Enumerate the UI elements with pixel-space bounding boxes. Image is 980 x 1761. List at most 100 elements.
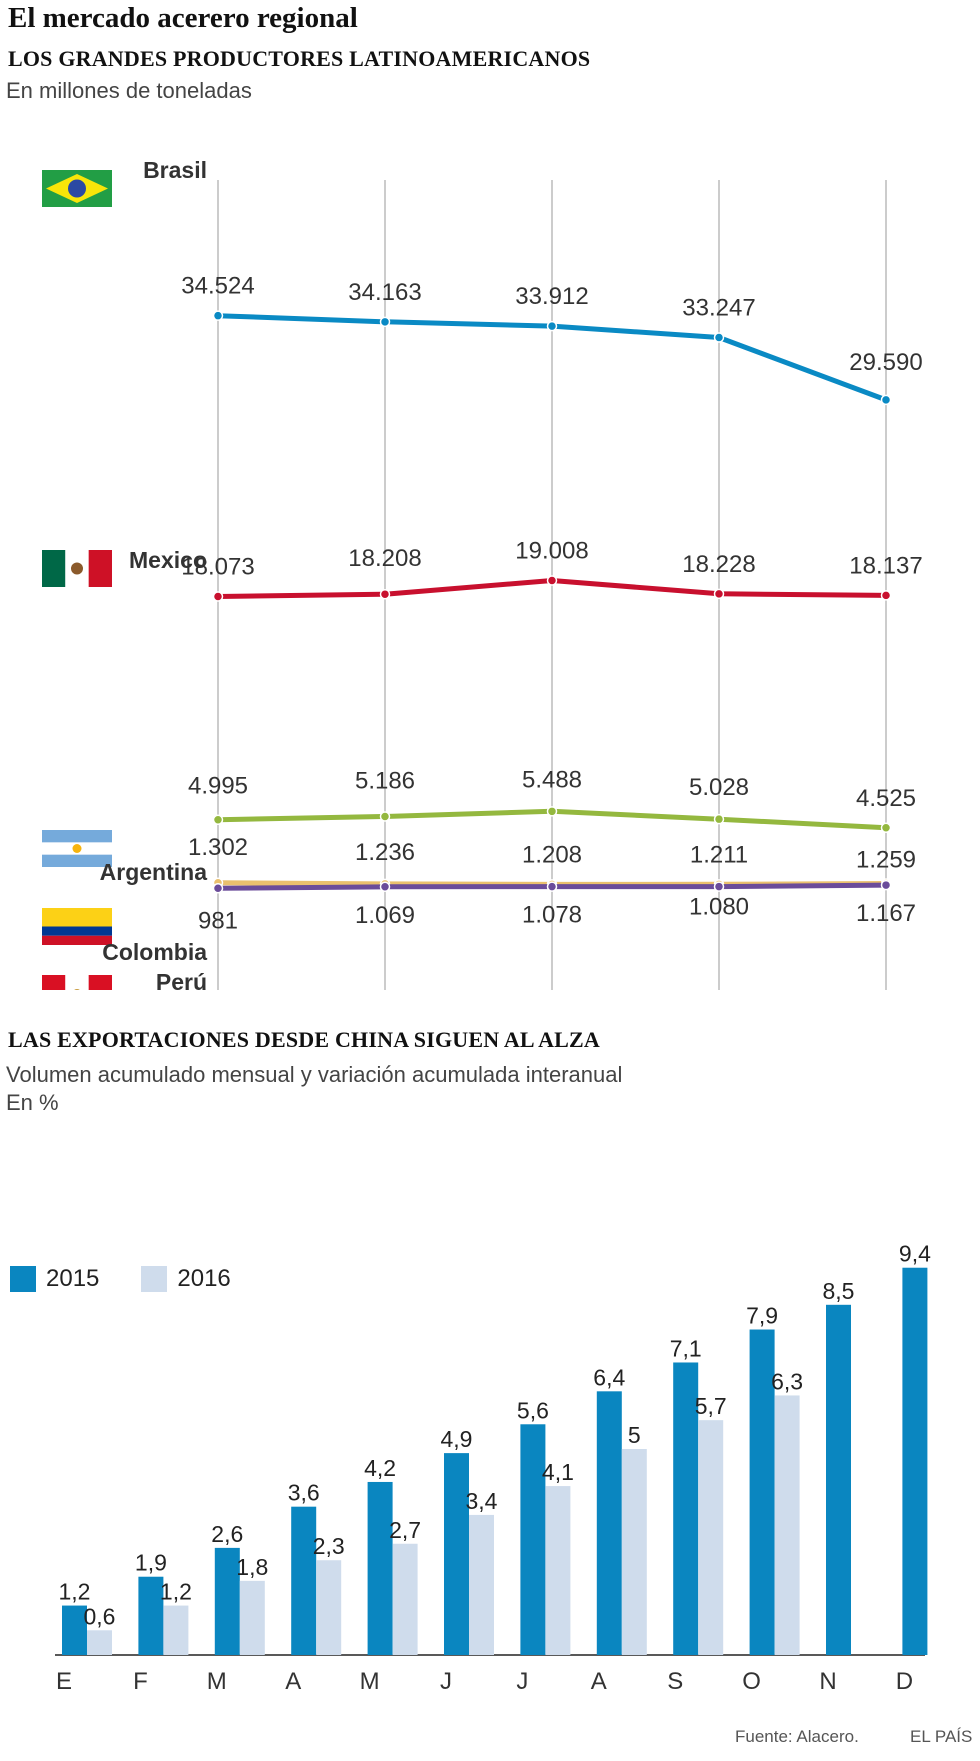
bar-2016 — [621, 1449, 647, 1655]
bar-value-label: 1,2 — [160, 1579, 192, 1605]
x-tick-label: J — [440, 1668, 452, 1695]
data-label: 1.080 — [689, 894, 749, 921]
data-label: 34.524 — [181, 273, 254, 300]
x-tick-label: O — [742, 1668, 761, 1695]
peru-flag — [42, 975, 112, 990]
data-point — [880, 394, 892, 406]
argentina-flag — [42, 830, 112, 867]
data-label: 5.186 — [355, 767, 415, 794]
flag-globe — [68, 179, 86, 198]
data-point — [713, 588, 725, 600]
flag-emblem — [74, 989, 80, 990]
brand-label: EL PAÍS — [910, 1727, 973, 1746]
data-point — [212, 591, 224, 602]
data-label: 33.247 — [682, 294, 755, 321]
bar-value-label: 1,2 — [59, 1579, 91, 1605]
mexico-flag — [42, 550, 112, 587]
legend-swatch-2016 — [141, 1266, 168, 1292]
data-label: 5.028 — [689, 774, 749, 801]
bar-value-label: 2,7 — [389, 1517, 421, 1543]
flag-red-band — [88, 975, 112, 990]
data-point — [546, 881, 558, 892]
bar-2015 — [291, 1506, 317, 1655]
bar-group: 9,4 — [899, 1245, 931, 1655]
bar-2015 — [520, 1424, 546, 1655]
data-label: 18.208 — [348, 545, 421, 572]
bar-2015 — [749, 1329, 775, 1655]
data-point — [880, 590, 892, 601]
x-tick-label: S — [667, 1668, 683, 1695]
data-label: 18.137 — [849, 552, 922, 579]
data-point — [880, 822, 892, 834]
data-label: 1.069 — [355, 902, 415, 929]
flag-red-band — [42, 975, 66, 990]
data-label: 19.008 — [515, 538, 588, 565]
bar-group: 5,6 4,1 — [517, 1397, 574, 1655]
bar-2016 — [163, 1605, 189, 1655]
flag-green-band — [42, 550, 66, 587]
legend-item-2016: 2016 — [141, 1265, 231, 1293]
data-label: 1.208 — [522, 841, 582, 868]
flag-red-band — [42, 935, 112, 945]
data-point — [379, 811, 391, 822]
x-tick-label: D — [896, 1668, 913, 1695]
bar-value-label: 0,6 — [84, 1603, 116, 1629]
bar-value-label: 4,2 — [364, 1455, 396, 1481]
bar-value-label: 7,9 — [746, 1303, 778, 1329]
bar-2016 — [239, 1580, 265, 1655]
x-tick-label: F — [133, 1668, 148, 1695]
series-name-label: Perú — [156, 969, 207, 990]
legend-item-2015: 2015 — [10, 1265, 99, 1293]
bar-2016 — [774, 1395, 800, 1655]
legend-label-2016: 2016 — [177, 1265, 231, 1292]
bar-value-label: 6,3 — [771, 1368, 803, 1394]
x-tick-label: A — [591, 1668, 607, 1695]
series-name-label: Argentina — [100, 859, 208, 885]
section1-subtitle: En millones de toneladas — [6, 78, 252, 103]
bar-2015 — [826, 1304, 851, 1655]
series-name-label: Mexico — [129, 547, 207, 573]
section1-title: LOS GRANDES PRODUCTORES LATINOAMERICANOS — [8, 46, 591, 71]
data-label: 4.995 — [188, 773, 248, 800]
data-label: 4.525 — [856, 785, 916, 812]
data-point — [546, 320, 558, 332]
data-point — [379, 588, 391, 600]
series-mexico: 18.073 18.208 19.008 18.228 18.137 — [181, 538, 923, 602]
x-tick-label: A — [285, 1668, 301, 1695]
bar-value-label: 5,7 — [695, 1393, 727, 1419]
data-point — [379, 881, 391, 893]
section2-title: LAS EXPORTACIONES DESDE CHINA SIGUEN AL … — [8, 1027, 600, 1052]
bar-2015 — [444, 1453, 469, 1655]
brazil-flag — [42, 170, 112, 207]
x-tick-label: M — [360, 1668, 380, 1695]
bar-group: 1,20,6 — [59, 1579, 116, 1655]
series-brasil: 34.524 34.163 33.912 33.247 29.590 — [181, 273, 923, 406]
x-tick-label: N — [819, 1668, 836, 1695]
series-perú: 981 1.069 1.078 1.080 1.167 — [198, 879, 916, 934]
bar-group: 4,2 2,7 — [364, 1455, 421, 1655]
bar-2015 — [902, 1267, 928, 1655]
bar-2015 — [367, 1481, 393, 1655]
x-tick-label: J — [516, 1668, 528, 1695]
main-title: El mercado acerero regional — [8, 2, 358, 34]
data-label: 29.590 — [849, 349, 922, 376]
data-point — [713, 813, 725, 825]
data-point — [546, 806, 558, 817]
data-point — [212, 883, 224, 894]
data-point — [713, 881, 725, 892]
data-label: 1.211 — [690, 841, 748, 868]
bar-group: 6,45 — [593, 1364, 647, 1655]
data-label: 1.078 — [522, 902, 582, 929]
bar-2016 — [545, 1486, 571, 1655]
data-label: 1.167 — [856, 900, 916, 927]
data-point — [546, 575, 558, 586]
flag-white-band — [65, 975, 89, 990]
bar-2015 — [138, 1576, 164, 1655]
bar-value-label: 7,1 — [670, 1335, 702, 1361]
bar-value-label: 2,6 — [211, 1521, 243, 1547]
bar-value-label: 5,6 — [517, 1397, 549, 1423]
section2-unit: En % — [6, 1090, 59, 1115]
legend-swatch-2015 — [10, 1266, 36, 1292]
source-note: Fuente: Alacero. — [735, 1727, 859, 1746]
bar-value-label: 8,5 — [823, 1278, 855, 1304]
